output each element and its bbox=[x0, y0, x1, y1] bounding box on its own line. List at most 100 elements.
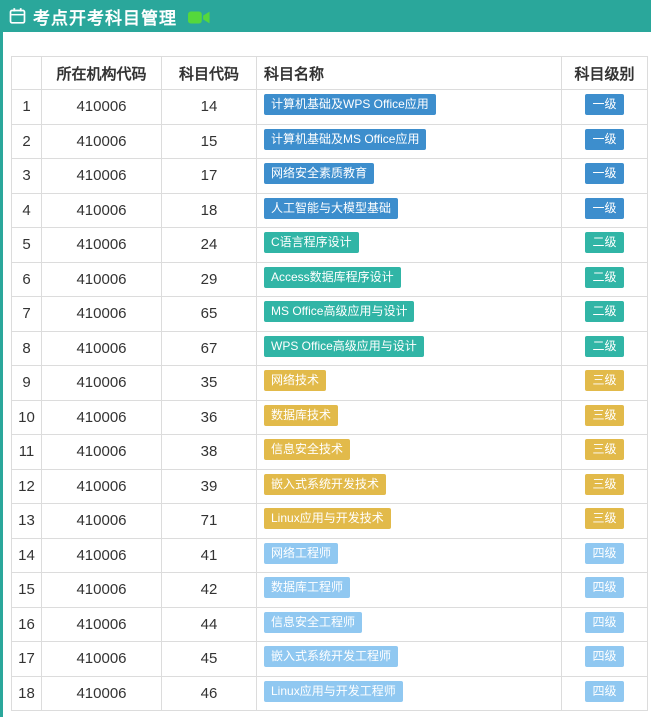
subject-level-cell: 四级 bbox=[561, 675, 648, 711]
subject-name-cell: Linux应用与开发工程师 bbox=[256, 675, 562, 711]
calendar-icon bbox=[9, 7, 26, 25]
page-title: 考点开考科目管理 bbox=[33, 8, 177, 28]
col-header-org-code: 所在机构代码 bbox=[41, 56, 162, 90]
subject-name-cell: 计算机基础及MS Office应用 bbox=[256, 123, 562, 159]
row-index-cell: 17 bbox=[11, 641, 42, 677]
row-index-cell: 7 bbox=[11, 296, 42, 332]
subject-name-badge[interactable]: Linux应用与开发工程师 bbox=[264, 680, 403, 702]
subject-code-cell: 67 bbox=[161, 330, 257, 366]
subject-name-badge[interactable]: 网络技术 bbox=[264, 370, 327, 392]
subject-name-badge[interactable]: C语言程序设计 bbox=[264, 232, 359, 254]
subjects-table-container: 所在机构代码 科目代码 科目名称 科目级别 1 410006 14 计算机基础及… bbox=[11, 56, 648, 711]
row-index-cell: 15 bbox=[11, 572, 42, 608]
subject-code-cell: 35 bbox=[161, 365, 257, 401]
subject-level-badge: 三级 bbox=[585, 370, 624, 392]
subject-name-cell: 数据库工程师 bbox=[256, 572, 562, 608]
subject-level-badge: 四级 bbox=[585, 646, 624, 668]
row-index-cell: 5 bbox=[11, 227, 42, 263]
org-code-cell: 410006 bbox=[41, 641, 162, 677]
subject-code-cell: 65 bbox=[161, 296, 257, 332]
subject-level-cell: 三级 bbox=[561, 434, 648, 470]
subject-name-badge[interactable]: 网络工程师 bbox=[264, 542, 339, 564]
table-row: 2 410006 15 计算机基础及MS Office应用 一级 bbox=[11, 123, 648, 159]
row-index-cell: 18 bbox=[11, 675, 42, 711]
subject-level-badge: 二级 bbox=[585, 301, 624, 323]
subject-name-badge[interactable]: 人工智能与大模型基础 bbox=[264, 197, 399, 219]
subject-level-badge: 二级 bbox=[585, 266, 624, 288]
subject-name-badge[interactable]: Linux应用与开发技术 bbox=[264, 508, 391, 530]
org-code-cell: 410006 bbox=[41, 123, 162, 159]
subject-level-cell: 四级 bbox=[561, 606, 648, 642]
org-code-cell: 410006 bbox=[41, 89, 162, 125]
subject-name-badge[interactable]: 信息安全技术 bbox=[264, 439, 351, 461]
subject-level-cell: 三级 bbox=[561, 503, 648, 539]
subject-level-badge: 三级 bbox=[585, 473, 624, 495]
subject-level-cell: 二级 bbox=[561, 296, 648, 332]
subject-name-badge[interactable]: WPS Office高级应用与设计 bbox=[264, 335, 424, 357]
subject-code-cell: 17 bbox=[161, 158, 257, 194]
subject-name-badge[interactable]: 计算机基础及MS Office应用 bbox=[264, 128, 427, 150]
table-row: 7 410006 65 MS Office高级应用与设计 二级 bbox=[11, 296, 648, 332]
table-row: 17 410006 45 嵌入式系统开发工程师 四级 bbox=[11, 641, 648, 677]
subject-level-cell: 一级 bbox=[561, 123, 648, 159]
table-row: 4 410006 18 人工智能与大模型基础 一级 bbox=[11, 192, 648, 228]
row-index-cell: 6 bbox=[11, 261, 42, 297]
subject-name-cell: MS Office高级应用与设计 bbox=[256, 296, 562, 332]
subject-name-cell: C语言程序设计 bbox=[256, 227, 562, 263]
subject-level-badge: 一级 bbox=[585, 163, 624, 185]
col-header-subject-name: 科目名称 bbox=[256, 56, 562, 90]
row-index-cell: 4 bbox=[11, 192, 42, 228]
org-code-cell: 410006 bbox=[41, 572, 162, 608]
subject-code-cell: 14 bbox=[161, 89, 257, 125]
subject-name-badge[interactable]: 信息安全工程师 bbox=[264, 611, 363, 633]
table-body: 1 410006 14 计算机基础及WPS Office应用 一级 2 4100… bbox=[11, 89, 648, 711]
subject-code-cell: 18 bbox=[161, 192, 257, 228]
subject-name-badge[interactable]: MS Office高级应用与设计 bbox=[264, 301, 415, 323]
subject-level-badge: 四级 bbox=[585, 611, 624, 633]
subject-name-badge[interactable]: 数据库工程师 bbox=[264, 577, 351, 599]
org-code-cell: 410006 bbox=[41, 192, 162, 228]
row-index-cell: 16 bbox=[11, 606, 42, 642]
subject-name-cell: WPS Office高级应用与设计 bbox=[256, 330, 562, 366]
row-index-cell: 13 bbox=[11, 503, 42, 539]
subject-name-cell: 网络技术 bbox=[256, 365, 562, 401]
subject-name-cell: 信息安全技术 bbox=[256, 434, 562, 470]
subject-name-badge[interactable]: Access数据库程序设计 bbox=[264, 266, 401, 288]
table-row: 12 410006 39 嵌入式系统开发技术 三级 bbox=[11, 468, 648, 504]
subject-level-cell: 三级 bbox=[561, 468, 648, 504]
left-accent-stripe bbox=[0, 32, 3, 717]
subject-level-cell: 四级 bbox=[561, 641, 648, 677]
table-row: 10 410006 36 数据库技术 三级 bbox=[11, 399, 648, 435]
subject-level-badge: 一级 bbox=[585, 94, 624, 116]
row-index-cell: 12 bbox=[11, 468, 42, 504]
row-index-cell: 10 bbox=[11, 399, 42, 435]
subject-level-cell: 一级 bbox=[561, 158, 648, 194]
subject-level-badge: 四级 bbox=[585, 577, 624, 599]
table-row: 3 410006 17 网络安全素质教育 一级 bbox=[11, 158, 648, 194]
subject-name-cell: 计算机基础及WPS Office应用 bbox=[256, 89, 562, 125]
subject-name-badge[interactable]: 数据库技术 bbox=[264, 404, 339, 426]
org-code-cell: 410006 bbox=[41, 158, 162, 194]
subject-code-cell: 45 bbox=[161, 641, 257, 677]
subject-name-badge[interactable]: 计算机基础及WPS Office应用 bbox=[264, 94, 436, 116]
subject-level-cell: 二级 bbox=[561, 330, 648, 366]
org-code-cell: 410006 bbox=[41, 330, 162, 366]
org-code-cell: 410006 bbox=[41, 606, 162, 642]
subject-code-cell: 46 bbox=[161, 675, 257, 711]
subject-name-badge[interactable]: 嵌入式系统开发技术 bbox=[264, 473, 387, 495]
subject-level-cell: 二级 bbox=[561, 261, 648, 297]
org-code-cell: 410006 bbox=[41, 468, 162, 504]
org-code-cell: 410006 bbox=[41, 365, 162, 401]
org-code-cell: 410006 bbox=[41, 537, 162, 573]
subject-name-badge[interactable]: 网络安全素质教育 bbox=[264, 163, 375, 185]
subject-level-badge: 一级 bbox=[585, 197, 624, 219]
row-index-cell: 2 bbox=[11, 123, 42, 159]
subject-level-cell: 三级 bbox=[561, 399, 648, 435]
table-row: 9 410006 35 网络技术 三级 bbox=[11, 365, 648, 401]
subject-code-cell: 24 bbox=[161, 227, 257, 263]
subject-code-cell: 42 bbox=[161, 572, 257, 608]
subject-name-cell: 数据库技术 bbox=[256, 399, 562, 435]
subject-name-badge[interactable]: 嵌入式系统开发工程师 bbox=[264, 646, 399, 668]
org-code-cell: 410006 bbox=[41, 261, 162, 297]
row-index-cell: 14 bbox=[11, 537, 42, 573]
